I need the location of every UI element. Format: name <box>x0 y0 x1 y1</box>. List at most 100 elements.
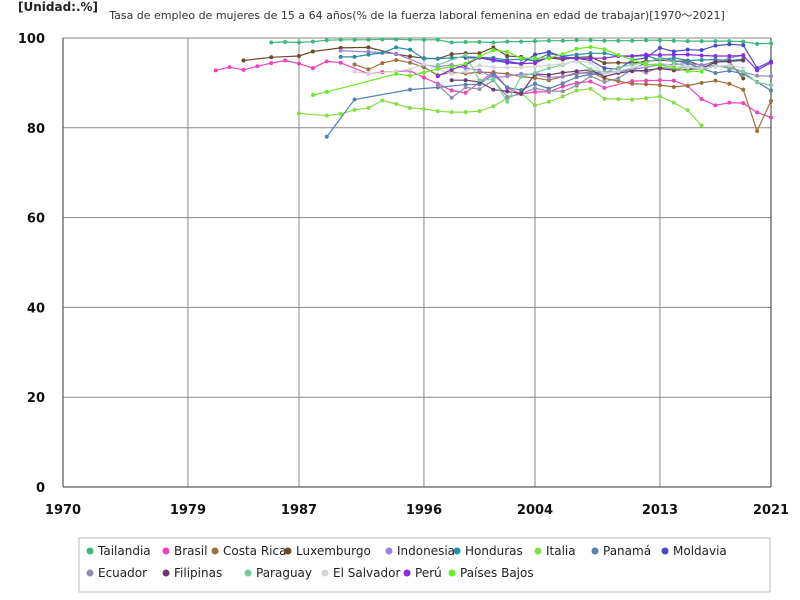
legend-marker <box>453 547 461 555</box>
legend-item: Luxemburgo <box>284 544 371 558</box>
data-point <box>657 53 662 58</box>
legend-marker <box>244 569 252 577</box>
data-point <box>685 108 690 113</box>
data-point <box>699 123 704 128</box>
data-point <box>588 74 593 79</box>
data-point <box>546 56 551 61</box>
data-point <box>727 59 732 64</box>
legend-item: Paraguay <box>244 566 312 580</box>
data-point <box>505 85 510 90</box>
data-point <box>505 99 510 104</box>
x-tick-label: 2013 <box>642 503 678 518</box>
data-point <box>657 45 662 50</box>
data-point <box>755 110 760 115</box>
legend-item: Brasil <box>162 544 207 558</box>
data-point <box>671 65 676 70</box>
data-point <box>713 78 718 83</box>
data-point <box>769 115 773 120</box>
data-point <box>519 91 524 96</box>
data-point <box>408 60 413 65</box>
data-point <box>644 82 649 87</box>
series-países-bajos <box>310 44 704 98</box>
data-point <box>352 54 357 59</box>
data-point <box>630 53 635 58</box>
data-point <box>421 70 426 75</box>
data-point <box>324 113 329 118</box>
data-point <box>560 62 565 67</box>
data-point <box>727 62 732 67</box>
data-point <box>769 74 773 79</box>
x-tick-label: 2004 <box>517 503 553 518</box>
legend-marker <box>591 547 599 555</box>
data-point <box>574 56 579 61</box>
data-point <box>213 68 218 73</box>
x-tick-label: 1987 <box>281 503 317 518</box>
legend-label: Perú <box>415 566 442 580</box>
data-point <box>671 84 676 89</box>
data-point <box>449 78 454 83</box>
legend-label: Filipinas <box>174 566 222 580</box>
data-point <box>560 52 565 57</box>
data-point <box>533 81 537 86</box>
legend-label: Indonesia <box>397 544 455 558</box>
data-point <box>713 71 718 76</box>
data-point <box>519 39 524 44</box>
data-point <box>602 71 607 76</box>
x-tick-label: 1979 <box>170 503 206 518</box>
data-point <box>602 80 607 85</box>
legend-marker <box>661 547 669 555</box>
data-point <box>449 71 454 76</box>
data-point <box>588 79 593 84</box>
data-point <box>366 106 371 111</box>
data-point <box>560 38 565 43</box>
data-point <box>421 62 426 67</box>
data-point <box>519 74 524 79</box>
data-point <box>588 67 593 72</box>
data-point <box>741 101 746 106</box>
data-point <box>727 81 732 86</box>
data-point <box>421 37 426 42</box>
series-tailandia <box>269 37 773 46</box>
data-point <box>533 75 537 80</box>
data-point <box>463 69 468 74</box>
legend-item: Perú <box>403 566 442 580</box>
data-point <box>685 65 690 70</box>
legend-label: Paraguay <box>256 566 312 580</box>
data-point <box>408 67 413 72</box>
data-point <box>671 100 676 105</box>
data-point <box>630 81 635 86</box>
data-point <box>574 52 579 57</box>
data-point <box>546 88 551 93</box>
data-point <box>657 78 662 83</box>
data-point <box>269 61 274 66</box>
data-point <box>449 110 454 115</box>
data-point <box>602 66 607 71</box>
data-point <box>505 94 510 99</box>
legend-marker <box>448 569 456 577</box>
data-point <box>713 43 718 48</box>
data-point <box>491 57 496 62</box>
data-point <box>505 89 510 94</box>
data-point <box>741 43 746 48</box>
data-point <box>241 58 246 63</box>
data-point <box>685 83 690 88</box>
data-point <box>574 83 579 88</box>
data-point <box>644 68 649 73</box>
data-point <box>505 59 510 64</box>
data-point <box>366 45 371 50</box>
data-point <box>477 40 482 45</box>
data-point <box>616 38 621 43</box>
data-point <box>644 96 649 101</box>
data-point <box>435 109 440 114</box>
data-point <box>699 97 704 102</box>
y-tick-label: 100 <box>18 32 45 47</box>
data-point <box>741 69 746 74</box>
data-point <box>269 40 274 45</box>
data-point <box>671 78 676 83</box>
data-point <box>546 49 551 54</box>
data-point <box>449 52 454 57</box>
data-point <box>644 52 649 57</box>
data-point <box>463 90 468 95</box>
data-point <box>491 104 496 109</box>
